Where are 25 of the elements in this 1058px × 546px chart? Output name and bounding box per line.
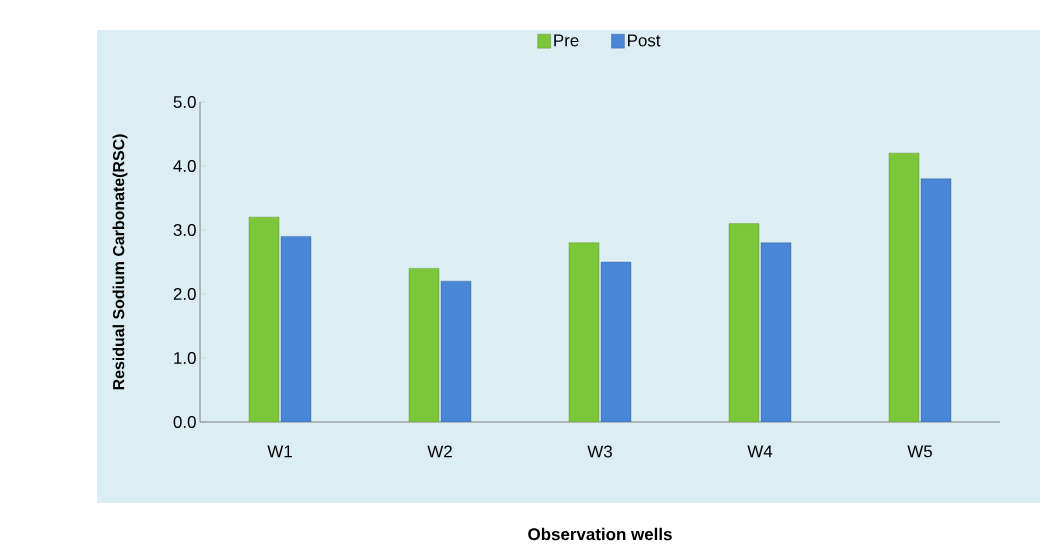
y-tick-label: 2.0 xyxy=(173,287,196,300)
y-tick-label: 5.0 xyxy=(173,95,196,108)
x-tick-label: W5 xyxy=(907,445,932,458)
bar xyxy=(280,236,312,422)
x-tick-label: W3 xyxy=(587,445,612,458)
legend-label: Post xyxy=(628,34,661,47)
y-tick-label: 1.0 xyxy=(174,351,196,364)
x-axis-title: Observation wells xyxy=(528,527,672,541)
bar xyxy=(728,223,760,422)
y-tick-label: 0.0 xyxy=(173,415,196,428)
x-tick-label: W4 xyxy=(747,445,773,458)
y-tick-label: 4.0 xyxy=(173,159,196,172)
y-axis-title: Residual Sodium Carbonate(RSC) xyxy=(112,134,128,390)
legend-label: Pre xyxy=(554,34,579,47)
bar xyxy=(440,280,472,422)
y-tick-label: 3.0 xyxy=(173,223,196,236)
bar xyxy=(600,261,632,422)
x-tick-label: W1 xyxy=(267,445,292,458)
bar xyxy=(920,178,952,422)
bar xyxy=(568,242,600,422)
bar xyxy=(760,242,792,422)
bar xyxy=(248,216,280,422)
bar xyxy=(888,152,920,422)
x-tick-label: W2 xyxy=(427,445,452,458)
bar xyxy=(408,268,440,422)
